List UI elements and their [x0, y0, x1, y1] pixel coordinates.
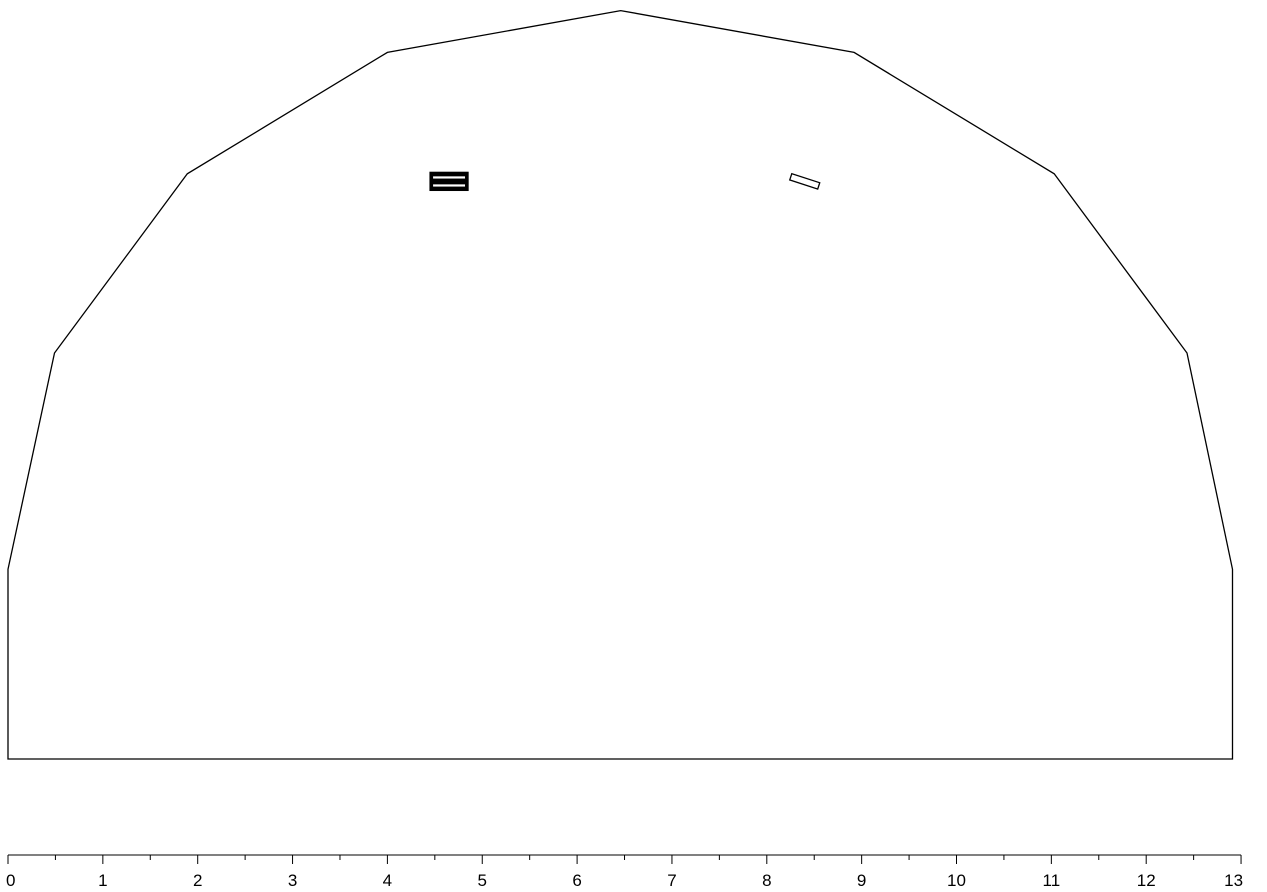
ruler-tick-label: 9 [857, 871, 866, 890]
ruler-tick-label: 5 [478, 871, 487, 890]
ruler-tick-label: 2 [193, 871, 202, 890]
scale-ruler: 0 1 2 3 4 5 6 7 8 9 10 11 12 13 [6, 854, 1243, 890]
filled-marker-body [429, 171, 469, 192]
ruler-tick-label: 12 [1137, 871, 1156, 890]
hollow-marker-body [788, 172, 821, 190]
ruler-tick-label: 3 [288, 871, 297, 890]
section-outline [7, 9, 1234, 760]
ruler-tick-label: 10 [947, 871, 966, 890]
ruler-labels: 0 1 2 3 4 5 6 7 8 9 10 11 12 13 [6, 871, 1243, 890]
markers-group [429, 171, 821, 192]
ruler-tick-label: 4 [383, 871, 392, 890]
ruler-tick-label: 0 [6, 871, 15, 890]
ruler-tick-label: 6 [572, 871, 581, 890]
ruler-tick-label: 7 [667, 871, 676, 890]
ruler-tick-label: 8 [762, 871, 771, 890]
filled-marker-stripe-1 [433, 176, 466, 179]
filled-marker-stripe-2 [433, 184, 466, 187]
filled-marker [429, 171, 469, 192]
ruler-ticks [7, 855, 1242, 864]
ruler-tick-label: 13 [1224, 871, 1243, 890]
ruler-tick-label: 11 [1043, 871, 1061, 890]
ruler-tick-label: 1 [98, 871, 107, 890]
hollow-marker [788, 172, 821, 190]
